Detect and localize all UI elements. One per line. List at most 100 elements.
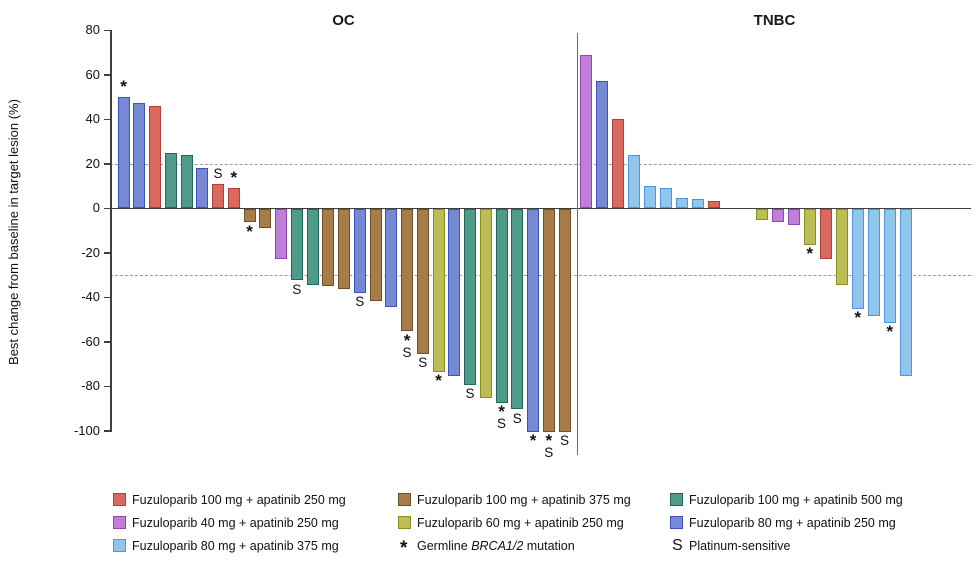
- bar: [133, 102, 146, 209]
- legend-swatch-icon: [113, 493, 126, 506]
- y-tick-label: -20: [81, 244, 100, 260]
- bar: [659, 188, 672, 209]
- bar: [867, 209, 880, 316]
- legend-label: Fuzuloparib 60 mg + apatinib 250 mg: [417, 516, 624, 530]
- platinum-sensitive-mark: S: [496, 415, 507, 431]
- platinum-sensitive-mark: S: [465, 386, 475, 402]
- panel-divider: [577, 33, 579, 455]
- platinum-sensitive-mark: S: [213, 165, 223, 181]
- legend-swatch-icon: [670, 516, 683, 529]
- bar: [117, 97, 130, 209]
- bar: [643, 186, 656, 209]
- bar: [464, 209, 476, 385]
- bar: [558, 209, 571, 432]
- legend-label: Fuzuloparib 80 mg + apatinib 375 mg: [132, 539, 339, 553]
- brca-mutation-mark: *: [854, 308, 862, 328]
- y-axis: [110, 30, 112, 432]
- bar: [385, 209, 398, 307]
- y-tick-label: 0: [92, 200, 100, 216]
- y-axis-tick: [104, 385, 110, 388]
- platinum-sensitive-mark: S: [512, 410, 522, 426]
- y-tick-label: 60: [85, 66, 100, 82]
- bar: [416, 209, 429, 354]
- bar: [290, 209, 303, 281]
- bar: [448, 209, 461, 376]
- y-axis-tick: [104, 118, 110, 121]
- bar: [851, 209, 864, 310]
- bar: [196, 168, 209, 209]
- bar: [479, 209, 492, 399]
- y-tick-label: -60: [81, 333, 100, 349]
- platinum-sensitive-mark: S: [559, 432, 570, 448]
- bar: [353, 209, 366, 293]
- panel-title-oc: OC: [332, 12, 355, 29]
- y-axis-tick: [104, 29, 110, 31]
- y-axis-tick: [104, 296, 110, 299]
- bar: [579, 54, 592, 209]
- brca-mark-icon: *: [400, 538, 408, 559]
- legend-swatch-icon: [398, 516, 411, 529]
- bar: [212, 183, 224, 209]
- bar: [527, 209, 539, 432]
- bar: [883, 209, 896, 323]
- bar: [755, 209, 768, 221]
- bar: [819, 209, 832, 260]
- platinum-sensitive-mark: S: [355, 293, 365, 309]
- legend-swatch-icon: [670, 493, 683, 506]
- platinum-sensitive-mark: S: [292, 281, 302, 297]
- platinum-sensitive-mark: S: [544, 444, 554, 460]
- bar: [322, 209, 335, 286]
- platinum-sensitive-mark: S: [418, 354, 428, 370]
- bar: [691, 199, 704, 209]
- y-axis-label: Best change from baseline in target lesi…: [6, 99, 21, 365]
- bar: [180, 154, 193, 209]
- bar: [495, 209, 508, 403]
- brca-mutation-mark: *: [529, 430, 537, 450]
- bar: [338, 209, 350, 290]
- legend-label: Platinum-sensitive: [689, 539, 791, 553]
- bar: [835, 209, 848, 285]
- legend-label: Fuzuloparib 40 mg + apatinib 250 mg: [132, 516, 339, 530]
- bar: [787, 209, 800, 225]
- bar: [771, 209, 784, 223]
- y-tick-label: -80: [81, 378, 100, 394]
- brca-mutation-mark: *: [435, 370, 442, 390]
- bar: [164, 152, 177, 209]
- threshold-line: [110, 275, 971, 277]
- legend-swatch-icon: [113, 516, 126, 529]
- bar: [707, 200, 720, 209]
- platinum-sensitive-mark: S: [402, 344, 412, 360]
- bar: [275, 209, 287, 260]
- bar: [259, 209, 272, 228]
- brca-mutation-mark: *: [403, 330, 411, 350]
- bar: [227, 188, 240, 209]
- legend-swatch-icon: [398, 493, 411, 506]
- legend-label: Germline BRCA1/2 mutation: [417, 539, 575, 553]
- bar: [306, 209, 319, 285]
- brca-mutation-mark: *: [886, 321, 894, 341]
- brca-mutation-mark: *: [120, 77, 127, 97]
- zero-baseline: [110, 207, 971, 210]
- panel-title-tnbc: TNBC: [753, 12, 796, 29]
- bar: [432, 209, 445, 372]
- bar: [369, 209, 382, 302]
- y-tick-label: 80: [85, 22, 100, 38]
- y-axis-tick: [104, 207, 110, 210]
- bar: [675, 198, 688, 209]
- y-tick-label: -40: [81, 289, 100, 305]
- y-axis-tick: [104, 341, 110, 343]
- brca-mutation-mark: *: [230, 168, 238, 188]
- brca-mutation-mark: *: [246, 221, 253, 241]
- brca-mutation-mark: *: [545, 430, 553, 450]
- bar: [595, 81, 608, 209]
- y-tick-label: 40: [85, 111, 100, 127]
- bar: [803, 209, 816, 245]
- y-tick-label: 20: [85, 155, 100, 171]
- y-axis-tick: [104, 74, 110, 76]
- y-axis-tick: [104, 163, 110, 165]
- legend-label: Fuzuloparib 100 mg + apatinib 500 mg: [689, 493, 903, 507]
- y-axis-tick: [104, 252, 110, 254]
- bar: [611, 119, 624, 209]
- y-axis-tick: [104, 430, 110, 432]
